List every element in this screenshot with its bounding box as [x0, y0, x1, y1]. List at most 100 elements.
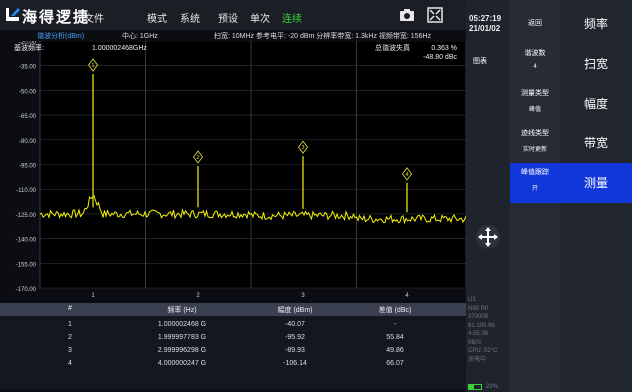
table-row[interactable]: 3 2.999996298 G -89.93 49.86	[0, 345, 466, 358]
marker-diamond	[298, 140, 308, 154]
x-tick-label: 2	[196, 293, 200, 299]
spectrum-trace	[39, 194, 466, 225]
sys-line: 充电中	[468, 356, 487, 363]
main-menu-column: 频率 扫宽 幅度 带宽 测量	[560, 0, 632, 392]
menu-span[interactable]: 扫宽	[583, 57, 608, 71]
harmonics-table: # 频率 (Hz) 幅度 (dBm) 差值 (dBc) 1 1.00000246…	[0, 303, 466, 389]
brand-name: 海得逻捷	[22, 9, 91, 26]
battery-percent: 23%	[486, 384, 499, 390]
submenu-column: 返回 谐波数 4 测量类型 峰值 迹线类型 实时更新 峰值跟踪 开	[510, 0, 560, 392]
back-button[interactable]: 返回	[528, 20, 542, 27]
cell-delta: 55.84	[386, 334, 404, 341]
y-tick-label: -155.00	[16, 262, 37, 268]
battery-icon	[468, 384, 482, 390]
y-tick-label: -20.00	[19, 41, 37, 46]
y-tick-label: -170.00	[16, 287, 37, 293]
chart-view-button[interactable]: 图表	[473, 58, 487, 65]
clock-date: 21/01/02	[469, 24, 501, 33]
menu-file[interactable]: 文件	[84, 14, 104, 25]
col-delta: 差值 (dBc)	[378, 307, 412, 314]
y-axis: -20.00 -35.00 -50.00 -65.00 -80.00 -95.00 -110…	[16, 41, 37, 293]
table-row[interactable]: 4 4.000000247 G -106.14 66.07	[0, 358, 466, 371]
camera-icon[interactable]	[399, 8, 415, 22]
cell-index: 3	[68, 347, 72, 354]
fullscreen-icon[interactable]	[427, 7, 443, 23]
thd-dbc: -48.80 dBc	[423, 54, 457, 61]
cell-amplitude: -106.14	[283, 360, 307, 367]
peak-track-button[interactable]: 峰值跟踪 开	[510, 163, 560, 203]
menu-measure[interactable]: 测量	[560, 163, 632, 203]
sys-line: 370009	[468, 314, 489, 320]
touch-gesture-icon[interactable]	[475, 224, 501, 250]
cell-amplitude: -89.93	[285, 347, 305, 354]
y-tick-label: -65.00	[19, 114, 37, 120]
plot-grid	[39, 41, 466, 289]
sys-line: 4.55.36	[468, 331, 489, 337]
harmonic-peaks	[92, 74, 408, 213]
spectrum-plot[interactable]: -20.00 -35.00 -50.00 -65.00 -80.00 -95.00 -110…	[0, 41, 466, 300]
marker-label: 3	[301, 145, 304, 151]
menu-preset[interactable]: 预设	[218, 14, 238, 25]
thd-percent: 0.363 %	[431, 45, 457, 52]
clock: 05:27:19 21/01/02	[469, 14, 501, 34]
y-tick-label: -50.00	[19, 89, 37, 95]
cell-index: 2	[68, 334, 72, 341]
clock-time: 05:27:19	[469, 14, 502, 23]
fundamental-value: 1.000002468GHz	[92, 45, 147, 52]
sys-line: CPU: 52°C	[468, 348, 498, 354]
menu-amplitude[interactable]: 幅度	[583, 97, 608, 111]
x-axis: 1 2 3 4	[91, 293, 409, 299]
sys-line: 81.100.96	[468, 322, 495, 329]
cell-frequency: 1.000002468 G	[157, 321, 207, 328]
marker-diamond	[193, 150, 203, 164]
table-header: # 频率 (Hz) 幅度 (dBm) 差值 (dBc)	[0, 303, 466, 316]
sweep-params: 扫宽: 10MHz 参考电平: -20 dBm 分辨率带宽: 1.3kHz 视频…	[214, 33, 432, 40]
y-tick-label: -125.00	[16, 213, 37, 219]
top-bar: 海得逻捷 文件 模式 系统 预设 单次 连续	[0, 0, 466, 30]
marker-diamond	[402, 167, 412, 181]
measurement-type-button[interactable]: 测量类型 峰值	[521, 90, 549, 113]
cell-amplitude: -95.92	[285, 334, 305, 341]
marker-diamond	[88, 58, 98, 72]
table-row[interactable]: 2 1.999997783 G -95.92 55.84	[0, 332, 466, 345]
x-tick-label: 3	[301, 293, 305, 299]
y-tick-label: -140.00	[16, 238, 37, 244]
cell-frequency: 2.999996298 G	[157, 347, 207, 354]
menu-bandwidth[interactable]: 带宽	[583, 136, 608, 150]
cell-frequency: 4.000000247 G	[157, 360, 207, 367]
cell-index: 1	[68, 321, 72, 328]
cell-delta: 66.07	[386, 360, 404, 367]
menu-system[interactable]: 系统	[180, 14, 200, 25]
x-tick-label: 1	[91, 293, 95, 299]
col-index: #	[68, 305, 72, 312]
marker-label: 1	[91, 63, 94, 69]
marker-label: 2	[196, 155, 199, 161]
cell-frequency: 1.999997783 G	[157, 334, 207, 341]
measurement-info-bar: 谐波分析(dBm) 中心: 1GHz 扫宽: 10MHz 参考电平: -20 d…	[0, 30, 466, 41]
sys-line: 0B/S	[468, 339, 482, 346]
menu-frequency[interactable]: 频率	[583, 17, 608, 31]
y-tick-label: -110.00	[16, 188, 37, 194]
table-row[interactable]: 1 1.000002468 G -40.07 -	[0, 319, 466, 332]
cell-delta: 49.86	[386, 347, 404, 354]
sys-line: N90 R0	[468, 305, 489, 312]
thd-label: 总谐波失真	[375, 43, 410, 52]
status-panel: 05:27:19 21/01/02 图表 U3 N90 R0 370009 81…	[466, 0, 510, 392]
trace-type-button[interactable]: 迹线类型 实时更新	[521, 130, 549, 153]
y-tick-label: -80.00	[19, 139, 37, 145]
sys-line: U3	[468, 297, 476, 303]
menu-continuous[interactable]: 连续	[282, 14, 302, 25]
fundamental-label: 基波频率:	[14, 43, 44, 52]
menu-mode[interactable]: 模式	[147, 14, 167, 25]
system-info: U3 N90 R0 370009 81.100.96 4.55.36 0B/S …	[468, 296, 497, 364]
cell-delta: -	[393, 321, 397, 328]
center-freq: 中心: 1GHz	[122, 33, 158, 40]
logo-icon	[6, 8, 20, 21]
y-tick-label: -35.00	[19, 65, 37, 71]
col-frequency: 频率 (Hz)	[167, 307, 197, 314]
menu-single[interactable]: 单次	[250, 14, 270, 25]
mode-label: 谐波分析(dBm)	[37, 33, 85, 40]
marker-label: 4	[405, 172, 408, 178]
y-tick-label: -95.00	[19, 164, 37, 170]
harmonics-count-button[interactable]: 谐波数 4	[524, 50, 546, 70]
